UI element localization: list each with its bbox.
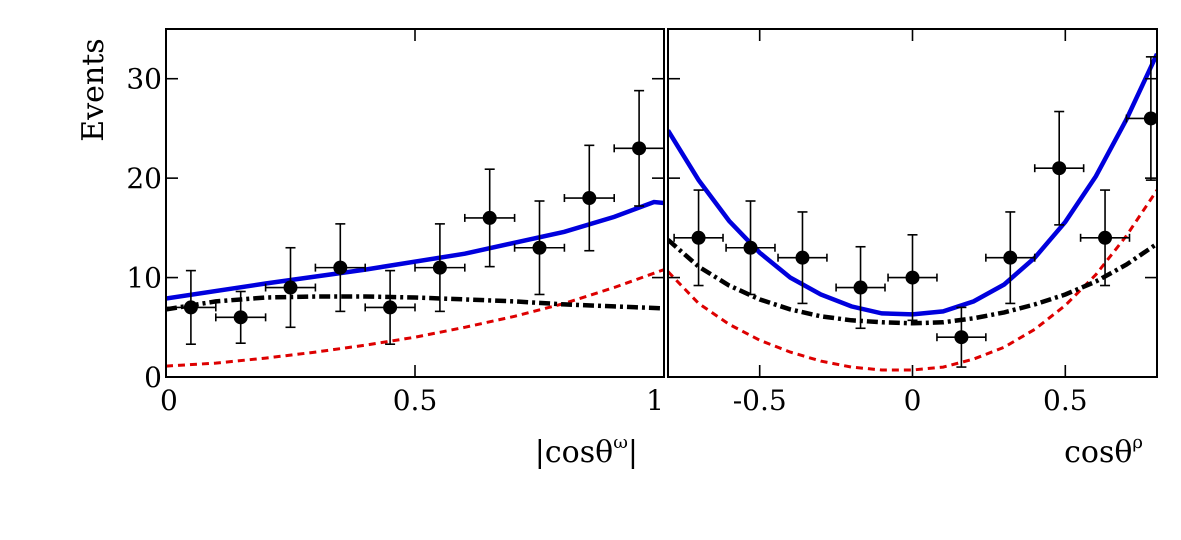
right-x-axis-label: cosθρ	[1064, 432, 1143, 470]
data-point-group	[985, 211, 1036, 305]
right-x-axis-label-main: cosθ	[1064, 435, 1132, 470]
data-point-group	[463, 168, 516, 268]
data-point	[283, 280, 298, 295]
left-x-axis-label-main: |cosθ	[535, 435, 613, 470]
series-dashed-curve	[166, 268, 664, 368]
data-point	[1143, 111, 1157, 126]
data-point-group	[166, 269, 217, 345]
data-point-group	[264, 246, 317, 329]
left-x-axis-label: |cosθω|	[535, 432, 638, 470]
data-point	[1098, 230, 1113, 245]
right-x-axis-label-superscript: ρ	[1132, 432, 1143, 453]
data-point	[1003, 250, 1018, 265]
data-point	[905, 270, 920, 285]
data-point-group	[777, 211, 828, 305]
left-x-axis-label-bar: |	[628, 435, 638, 470]
x-tick-label: -0.5	[733, 384, 787, 417]
plot-area	[668, 52, 1157, 372]
data-point	[532, 240, 547, 255]
y-tick-label: 0	[144, 361, 162, 394]
y-tick-label: 20	[126, 162, 162, 195]
data-point-group	[613, 89, 664, 207]
x-tick-label: 0.5	[1043, 384, 1088, 417]
x-tick-label: 0	[160, 384, 178, 417]
data-point	[233, 310, 248, 325]
series-solid-curve	[166, 199, 664, 301]
plot-area	[166, 89, 664, 368]
data-point-group	[1079, 189, 1131, 287]
data-point-group	[673, 189, 724, 287]
x-tick-label: 1	[646, 384, 664, 417]
data-point-group	[414, 223, 466, 313]
data-point	[432, 260, 447, 275]
data-point-group	[936, 306, 987, 368]
data-point-group	[1033, 110, 1085, 226]
data-point-group	[364, 269, 416, 345]
x-tick-label: 0	[904, 384, 922, 417]
data-point	[383, 300, 398, 315]
y-tick-label: 10	[126, 262, 162, 295]
data-point	[954, 330, 969, 345]
data-point	[482, 210, 497, 225]
series-dashdot-curve	[166, 294, 664, 312]
data-point-group	[314, 223, 367, 313]
data-point	[691, 230, 706, 245]
y-tick-label: 30	[126, 63, 162, 96]
data-point-group	[887, 234, 938, 322]
data-point-group	[835, 245, 886, 330]
data-point-group	[215, 290, 267, 344]
data-point-group	[725, 200, 776, 296]
data-point	[795, 250, 810, 265]
data-point	[853, 280, 868, 295]
data-point	[582, 191, 597, 206]
series-dashed-curve	[668, 189, 1157, 372]
data-point-group	[1125, 56, 1157, 181]
data-point	[1052, 161, 1067, 176]
right-panel: -0.5 0 0.5	[667, 28, 1158, 417]
data-point	[632, 141, 647, 156]
data-point	[743, 240, 758, 255]
data-point-group	[563, 144, 616, 252]
x-tick-label: 0.5	[393, 384, 438, 417]
data-point	[333, 260, 348, 275]
data-point	[183, 300, 198, 315]
data-point-group	[513, 200, 566, 296]
y-axis-label: Events	[76, 38, 111, 141]
left-x-axis-label-superscript: ω	[613, 432, 628, 453]
